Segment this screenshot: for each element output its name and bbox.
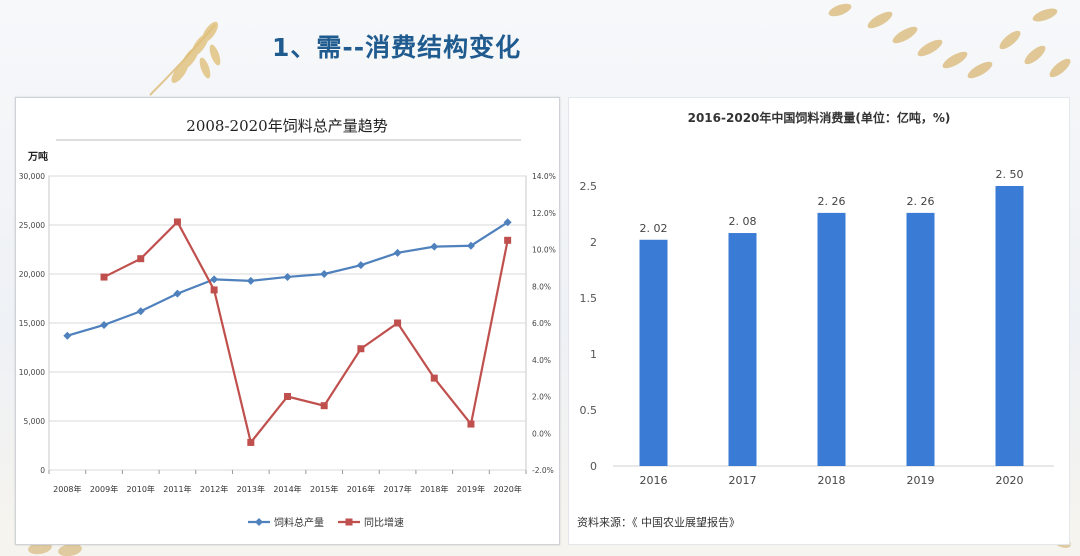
data-point-growth-rate [137, 255, 145, 263]
data-point-growth-rate [100, 273, 108, 281]
y2-tick-label: 10.0% [532, 246, 556, 255]
y2-tick-label: 2.0% [532, 393, 551, 402]
data-source-note: 资料来源：《 中国农业展望报告》 [577, 516, 740, 529]
data-point-growth-rate [284, 393, 291, 400]
y-tick-label: 0 [590, 460, 597, 473]
bar-2017 [728, 233, 757, 466]
data-point-growth-rate [173, 218, 181, 226]
data-point-total-output [503, 218, 512, 227]
data-point-total-output [63, 331, 72, 340]
x-tick-label: 2019 [907, 474, 935, 487]
data-point-total-output [246, 276, 255, 285]
legend-label: 同比增速 [364, 516, 404, 529]
bar-value-label: 2. 02 [640, 222, 668, 235]
y-tick-label: 25,000 [19, 221, 45, 230]
legend-label: 饲料总产量 [274, 516, 324, 529]
x-tick-label: 2016 [640, 474, 668, 487]
bar-value-label: 2. 26 [818, 195, 846, 208]
x-tick-label: 2017年 [383, 484, 411, 494]
series-line-growth-rate [103, 220, 509, 445]
y-tick-label: 5,000 [24, 417, 46, 426]
data-point-growth-rate [247, 438, 255, 446]
data-point-total-output [283, 272, 292, 281]
y-axis-unit-label: 万吨 [27, 150, 48, 163]
y-tick-label: 0 [40, 466, 45, 475]
legend-marker [255, 518, 263, 526]
y2-tick-label: 14.0% [532, 172, 556, 181]
data-point-growth-rate [504, 236, 512, 244]
y-tick-label: 20,000 [19, 270, 45, 279]
y2-tick-label: 12.0% [532, 209, 556, 218]
data-point-total-output [466, 241, 475, 250]
bar-value-label: 2. 08 [729, 215, 757, 228]
data-point-total-output [393, 248, 402, 257]
data-point-total-output [136, 307, 145, 316]
y-tick-label: 1.5 [580, 292, 598, 305]
chart-title: 2008-2020年饲料总产量趋势 [186, 117, 387, 135]
production-trend-chart-panel: 2008-2020年饲料总产量趋势万吨 0 5,000 10,000 15,000 20,… [15, 97, 560, 545]
consumption-bar-chart-panel: 2016-2020年中国饲料消费量(单位：亿吨，%) 0 0.5 1 1.5 2 2.5 2.… [568, 97, 1070, 545]
data-point-growth-rate [210, 286, 218, 294]
data-point-growth-rate [430, 374, 438, 382]
y2-tick-label: -2.0% [532, 466, 554, 475]
data-point-growth-rate [467, 420, 475, 428]
y-tick-label: 2.5 [580, 180, 598, 193]
y2-tick-label: 0.0% [532, 429, 551, 438]
y2-tick-label: 8.0% [532, 282, 551, 291]
data-point-growth-rate [320, 402, 328, 410]
data-point-total-output [210, 275, 219, 284]
y-tick-label: 15,000 [19, 319, 45, 328]
x-tick-label: 2010年 [127, 484, 155, 494]
data-point-growth-rate [357, 345, 365, 353]
x-tick-label: 2020 [996, 474, 1024, 487]
slide-title: 1、需--消费结构变化 [272, 33, 522, 62]
bar-value-label: 2. 26 [907, 195, 935, 208]
bar-2020 [995, 186, 1024, 466]
y2-tick-label: 6.0% [532, 319, 551, 328]
legend-marker [345, 518, 353, 526]
data-point-growth-rate [394, 319, 402, 327]
bar-2018 [817, 212, 846, 466]
x-tick-label: 2018年 [420, 484, 448, 494]
bar-value-label: 2. 50 [996, 168, 1024, 181]
bar-2016 [639, 239, 668, 466]
y-tick-label: 2 [590, 236, 597, 249]
x-tick-label: 2009年 [90, 484, 118, 494]
x-tick-label: 2020年 [493, 484, 521, 494]
data-point-total-output [320, 270, 329, 278]
chart-title: 2016-2020年中国饲料消费量(单位：亿吨，%) [688, 110, 951, 125]
data-point-total-output [100, 320, 109, 329]
x-tick-label: 2015年 [310, 484, 338, 494]
x-tick-label: 2013年 [237, 484, 265, 494]
y2-tick-label: 4.0% [532, 356, 551, 365]
data-point-total-output [430, 242, 439, 251]
x-tick-label: 2014年 [273, 484, 301, 494]
y-tick-label: 10,000 [19, 368, 45, 377]
data-point-total-output [356, 261, 365, 270]
data-point-total-output [173, 289, 182, 298]
y-tick-label: 1 [590, 348, 597, 361]
x-tick-label: 2018 [818, 474, 846, 487]
x-tick-label: 2008年 [53, 484, 81, 494]
bar-2019 [906, 212, 935, 466]
x-tick-label: 2017 [729, 474, 757, 487]
x-tick-label: 2019年 [457, 484, 485, 494]
x-tick-label: 2012年 [200, 484, 228, 494]
y-tick-label: 30,000 [19, 172, 45, 181]
x-tick-label: 2016年 [347, 484, 375, 494]
consumption-bar-chart: 2016-2020年中国饲料消费量(单位：亿吨，%) 0 0.5 1 1.5 2 2.5 2.… [580, 110, 1054, 487]
x-tick-label: 2011年 [163, 484, 191, 494]
y-tick-label: 0.5 [580, 404, 598, 417]
